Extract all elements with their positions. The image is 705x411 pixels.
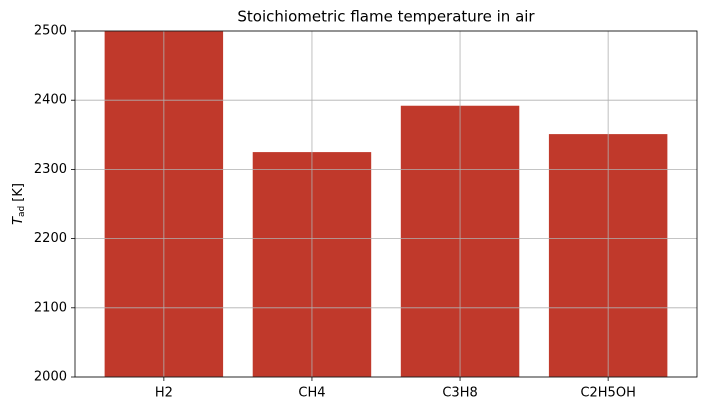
y-tick-label: 2400	[34, 93, 67, 108]
x-tick-label: CH4	[298, 386, 325, 401]
chart-title: Stoichiometric flame temperature in air	[237, 8, 535, 26]
y-tick-label: 2200	[34, 231, 67, 246]
y-tick-label: 2300	[34, 162, 67, 177]
plot-frame	[74, 30, 698, 378]
x-tick-label: C2H5OH	[580, 386, 635, 401]
y-tick-label: 2100	[34, 300, 67, 315]
y-label-unit: [K]	[11, 183, 26, 202]
y-axis-label: Tad [K]	[11, 183, 27, 225]
y-tick-label: 2500	[34, 24, 67, 39]
y-tick-label: 2000	[34, 370, 67, 385]
x-tick-label: C3H8	[442, 386, 477, 401]
y-label-subscript: ad	[17, 206, 27, 217]
x-tick-label: H2	[155, 386, 173, 401]
y-label-symbol: T	[11, 216, 26, 225]
